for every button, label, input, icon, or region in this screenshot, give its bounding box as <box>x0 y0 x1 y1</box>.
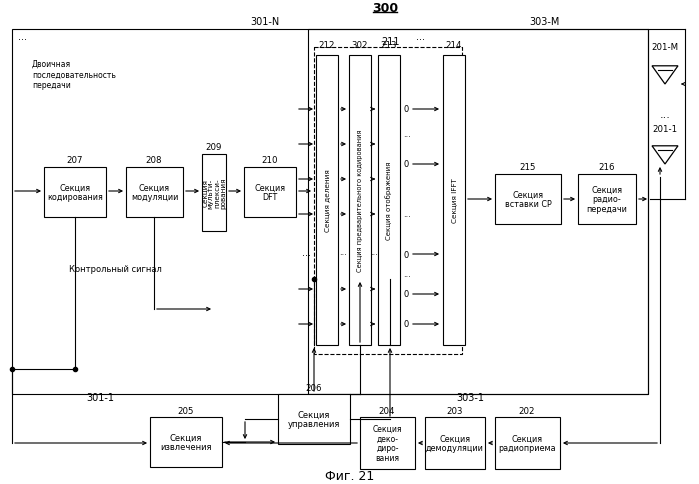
Text: 215: 215 <box>520 163 536 172</box>
Text: Секция
деко-
диро-
вания: Секция деко- диро- вания <box>373 424 402 462</box>
Text: ...: ... <box>660 110 670 120</box>
Text: Секция
мульти-
плекси-
рования: Секция мульти- плекси- рования <box>201 177 226 209</box>
Text: Секция
модуляции: Секция модуляции <box>131 183 178 202</box>
Text: 208: 208 <box>146 156 162 165</box>
Bar <box>378 56 400 345</box>
Text: 201-М: 201-М <box>651 44 679 52</box>
Bar <box>308 30 648 394</box>
Bar <box>360 417 415 469</box>
Text: 0: 0 <box>403 250 408 259</box>
Text: 204: 204 <box>379 407 395 416</box>
Bar <box>578 175 636 225</box>
Bar <box>425 417 485 469</box>
Text: 301-N: 301-N <box>250 17 280 27</box>
Text: 216: 216 <box>599 163 615 172</box>
Text: Секция IFFT: Секция IFFT <box>451 178 457 223</box>
Text: 0: 0 <box>403 160 408 169</box>
Text: ...: ... <box>415 32 424 42</box>
Text: 205: 205 <box>178 407 194 416</box>
Bar <box>244 167 296 217</box>
Text: 300: 300 <box>372 1 398 15</box>
Bar <box>126 167 183 217</box>
Text: Секция предварительного кодирования: Секция предварительного кодирования <box>357 130 363 272</box>
Text: 303-1: 303-1 <box>456 392 484 402</box>
Text: Двоичная
последовательность
передачи: Двоичная последовательность передачи <box>32 60 116 90</box>
Bar <box>495 417 560 469</box>
Text: Секция отображения: Секция отображения <box>386 162 392 240</box>
Text: 302: 302 <box>352 42 368 50</box>
Bar <box>150 417 222 467</box>
Text: Контрольный сигнал: Контрольный сигнал <box>69 265 161 274</box>
Text: 201-1: 201-1 <box>652 125 677 134</box>
Text: Секция
управления: Секция управления <box>288 410 340 428</box>
Text: 202: 202 <box>519 407 535 416</box>
Text: ...: ... <box>403 270 411 279</box>
Text: ...: ... <box>17 32 27 42</box>
Bar <box>314 48 462 354</box>
Text: 212: 212 <box>319 42 336 50</box>
Bar <box>44 167 106 217</box>
Bar <box>443 56 465 345</box>
Bar <box>12 30 648 394</box>
Text: 210: 210 <box>261 156 278 165</box>
Text: 211: 211 <box>381 37 399 47</box>
Text: 209: 209 <box>206 143 222 152</box>
Text: 213: 213 <box>381 42 397 50</box>
Text: Секция
извлечения: Секция извлечения <box>160 433 212 452</box>
Text: Секция
DFT: Секция DFT <box>254 183 286 202</box>
Text: ...: ... <box>403 130 411 139</box>
Bar <box>316 56 338 345</box>
Text: 207: 207 <box>66 156 83 165</box>
Text: Фиг. 21: Фиг. 21 <box>325 469 375 483</box>
Bar <box>495 175 561 225</box>
Bar <box>349 56 371 345</box>
Text: 0: 0 <box>403 106 408 114</box>
Text: 0: 0 <box>403 320 408 329</box>
Text: Секция
радиоприема: Секция радиоприема <box>498 434 556 453</box>
Text: 203: 203 <box>447 407 463 416</box>
Text: Секция
кодирования: Секция кодирования <box>47 183 103 202</box>
Text: Секция деления: Секция деления <box>324 169 330 232</box>
Text: Секция
демодуляции: Секция демодуляции <box>426 434 484 453</box>
Bar <box>202 155 226 231</box>
Text: ...: ... <box>403 210 411 219</box>
Bar <box>278 394 350 444</box>
Text: ...: ... <box>301 247 310 257</box>
Text: ...: ... <box>370 248 378 257</box>
Text: 0: 0 <box>403 290 408 299</box>
Text: Секция
вставки CP: Секция вставки CP <box>505 190 552 209</box>
Text: 301-1: 301-1 <box>86 392 114 402</box>
Text: 303-М: 303-М <box>530 17 560 27</box>
Text: ...: ... <box>339 248 347 257</box>
Text: 206: 206 <box>305 384 322 393</box>
Text: 214: 214 <box>446 42 462 50</box>
Text: Секция
радио-
передачи: Секция радио- передачи <box>586 185 628 214</box>
